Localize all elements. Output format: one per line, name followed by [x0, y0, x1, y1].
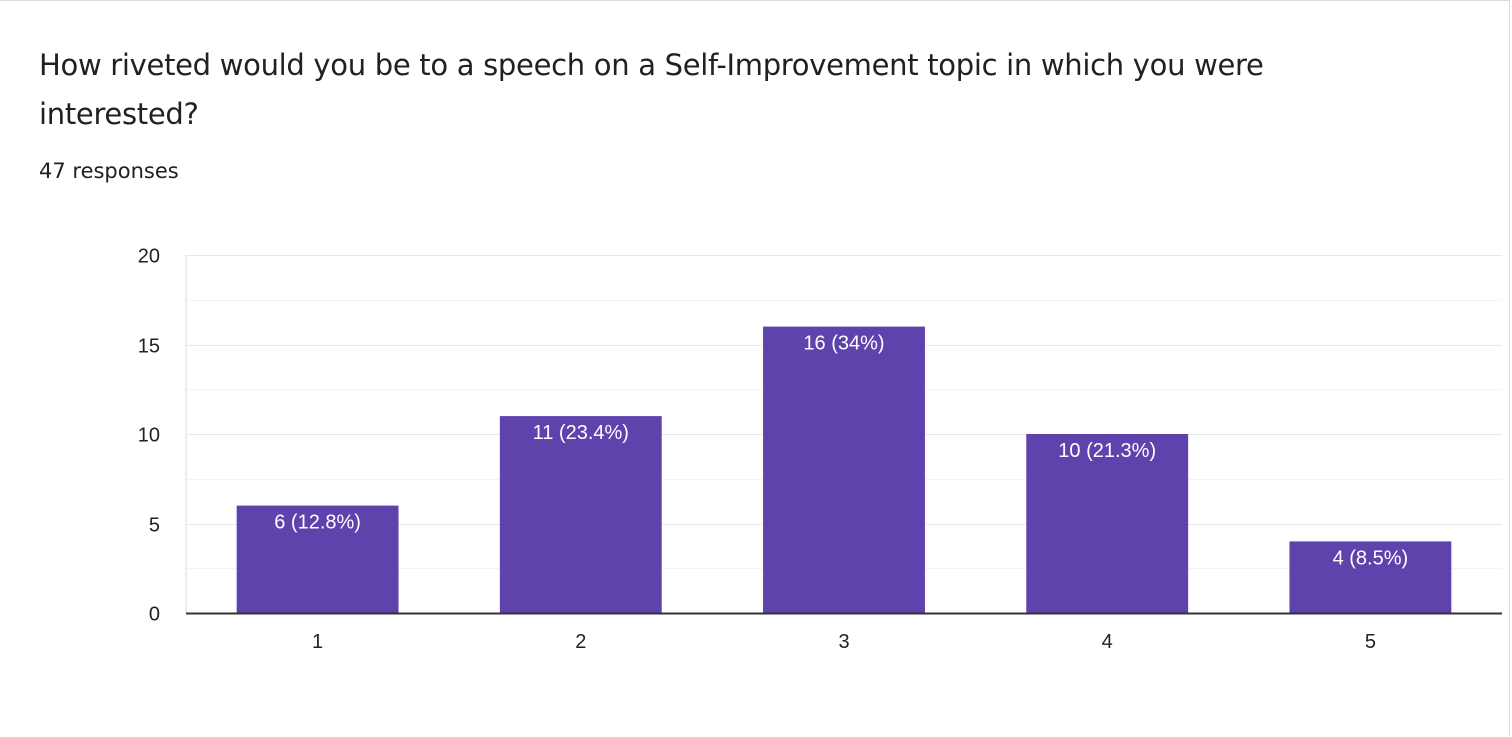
x-tick-label: 3 — [838, 631, 849, 653]
x-tick-label: 2 — [575, 631, 586, 653]
y-tick-label: 20 — [138, 246, 160, 268]
bar-data-label: 4 (8.5%) — [1333, 547, 1409, 569]
x-tick-label: 1 — [312, 631, 323, 653]
bar-data-labels: 6 (12.8%) 11 (23.4%) 16 (34%) 10 (21.3%) 4 (… — [274, 333, 1408, 570]
bar — [1026, 434, 1189, 613]
bar-data-label: 10 (21.3%) — [1058, 440, 1156, 462]
bar-data-label: 11 (23.4%) — [533, 422, 629, 444]
y-tick-label: 0 — [149, 604, 160, 626]
response-count: 47 responses — [39, 159, 179, 183]
bar-data-label: 6 (12.8%) — [274, 512, 361, 534]
x-tick-label: 5 — [1365, 631, 1376, 653]
bars — [236, 326, 1452, 613]
x-axis-tick-labels: 1 2 3 4 5 — [312, 631, 1376, 653]
y-axis-tick-labels: 0 5 10 15 20 — [138, 246, 160, 626]
bar — [499, 416, 662, 613]
bar — [236, 505, 399, 613]
y-tick-label: 5 — [149, 515, 160, 537]
y-tick-label: 10 — [138, 425, 160, 447]
bar-data-label: 16 (34%) — [803, 333, 884, 355]
x-tick-label: 4 — [1102, 631, 1113, 653]
bar — [1289, 541, 1452, 613]
bar — [763, 326, 925, 613]
question-title: How riveted would you be to a speech on … — [39, 48, 1264, 131]
y-tick-label: 15 — [138, 336, 160, 358]
